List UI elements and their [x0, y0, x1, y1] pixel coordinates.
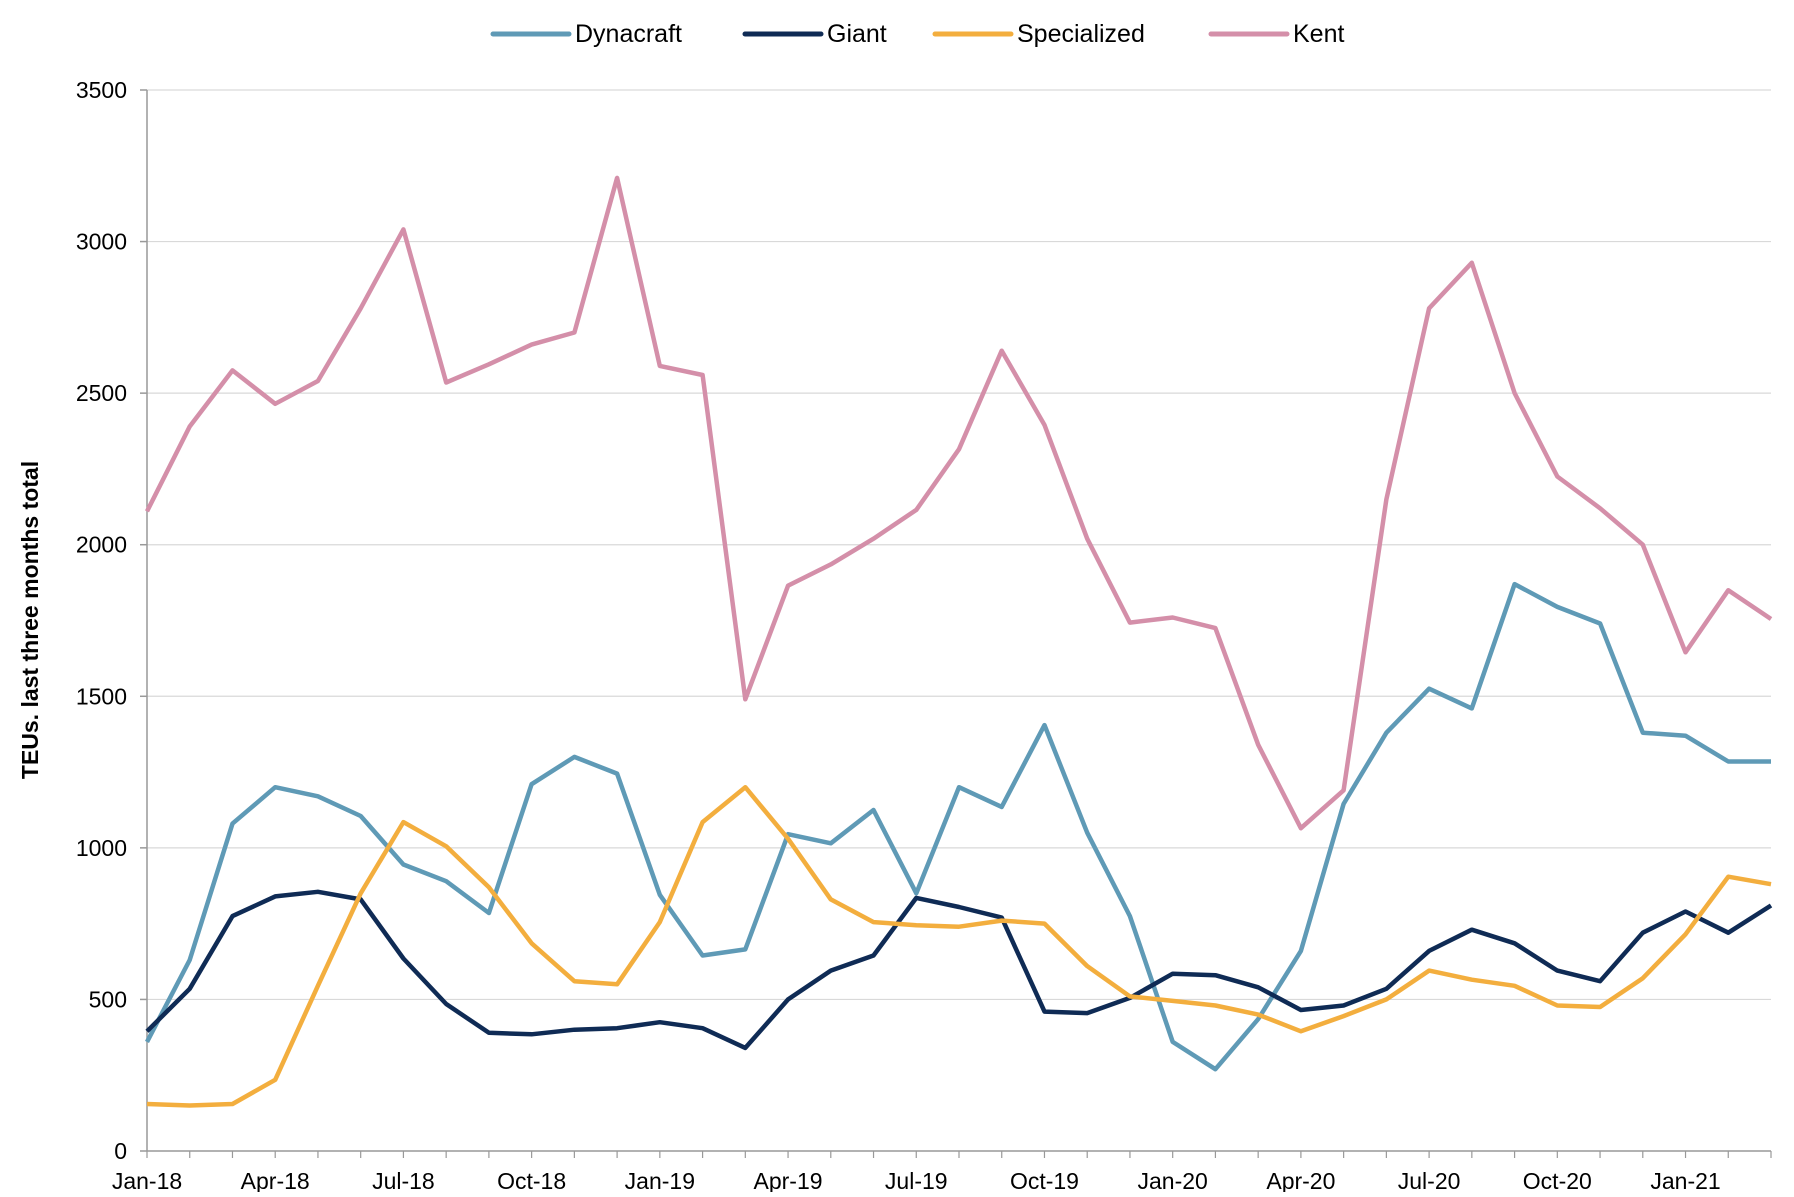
series-line-dynacraft: [147, 584, 1771, 1069]
legend-label: Giant: [827, 20, 887, 48]
x-tick-label: Jan-21: [1650, 1168, 1720, 1192]
x-tick-label: Apr-19: [754, 1168, 823, 1192]
series-line-kent: [147, 178, 1771, 828]
series-line-specialized: [147, 787, 1771, 1105]
y-tick-label: 0: [114, 1138, 127, 1164]
x-tick-label: Oct-20: [1523, 1168, 1592, 1192]
x-tick-label: Jan-20: [1138, 1168, 1208, 1192]
x-tick-label: Jan-18: [112, 1168, 182, 1192]
series-lines: [147, 178, 1771, 1106]
x-tick-label: Apr-20: [1266, 1168, 1335, 1192]
y-tick-label: 3000: [76, 229, 127, 255]
legend-label: Dynacraft: [575, 20, 682, 48]
series-line-giant: [147, 892, 1771, 1048]
x-tick-label: Oct-18: [497, 1168, 566, 1192]
gridlines: [147, 90, 1771, 999]
y-tick-label: 2500: [76, 380, 127, 406]
x-tick-label: Jul-20: [1398, 1168, 1461, 1192]
y-tick-label: 500: [89, 986, 127, 1012]
y-tick-label: 1000: [76, 835, 127, 861]
x-tick-label: Apr-18: [241, 1168, 310, 1192]
x-tick-label: Jul-18: [372, 1168, 435, 1192]
legend-label: Specialized: [1017, 20, 1145, 48]
x-tick-label: Oct-19: [1010, 1168, 1079, 1192]
axes: [140, 90, 1771, 1158]
x-tick-labels: Jan-18 Apr-18 Jul-18 Oct-18 Jan-19 Apr-19 Jul-…: [112, 1168, 1721, 1192]
y-tick-label: 2000: [76, 532, 127, 558]
y-tick-labels: 0 500 1000 1500 2000 2500 3000 3500: [76, 77, 127, 1164]
x-tick-label: Jul-19: [885, 1168, 948, 1192]
legend: Dynacraft Giant Specialized Kent: [493, 20, 1344, 48]
y-axis-label: TEUs. last three months total: [17, 461, 43, 779]
x-tick-label: Jan-19: [625, 1168, 695, 1192]
y-tick-label: 3500: [76, 77, 127, 103]
legend-label: Kent: [1293, 20, 1344, 48]
y-tick-label: 1500: [76, 683, 127, 709]
